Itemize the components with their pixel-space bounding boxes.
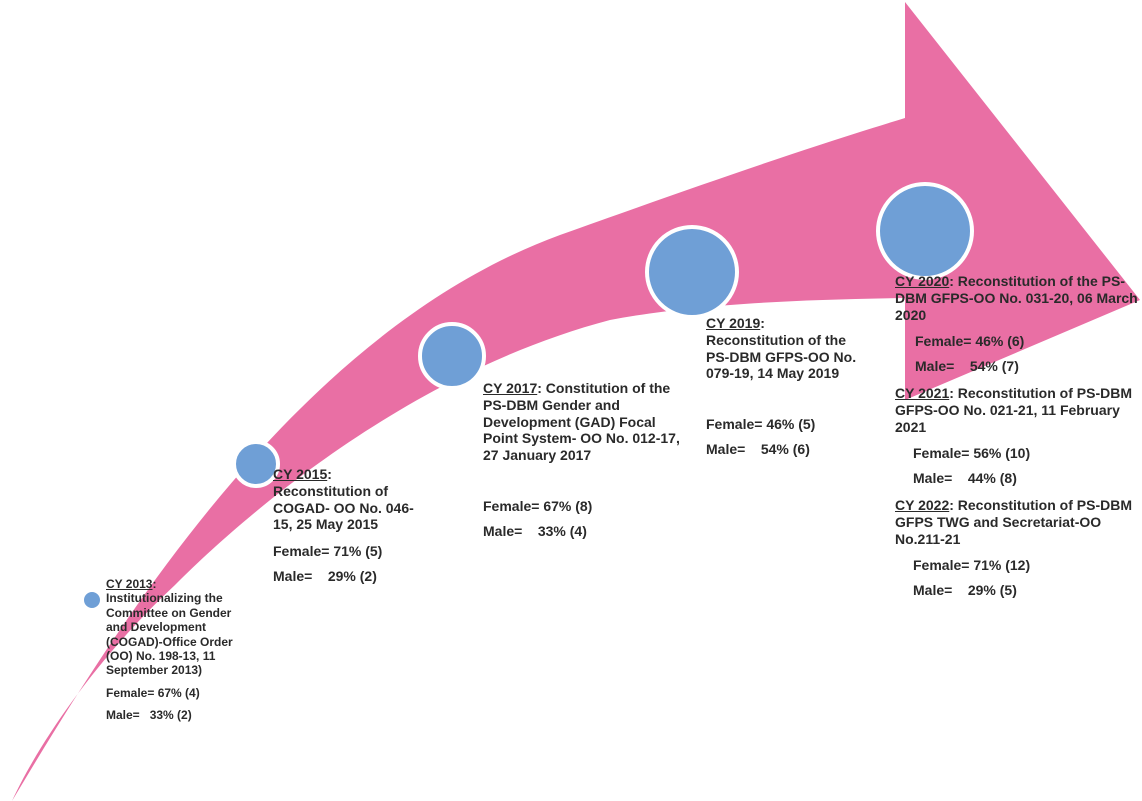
- entry-title: CY 2022: Reconstitution of PS-DBM GFPS T…: [895, 497, 1140, 547]
- entry-text: : Reconstitution of PS-DBM GFPS-OO No. 0…: [895, 384, 1132, 435]
- entry-year: CY 2022: [895, 496, 950, 513]
- entry-title: CY 2019: Reconstitution of the PS-DBM GF…: [706, 315, 866, 382]
- male-stat: Male= 54% (7): [915, 358, 1019, 375]
- female-stat: Female= 46% (6): [915, 333, 1025, 350]
- timeline-entry-2019: CY 2019: Reconstitution of the PS-DBM GF…: [706, 315, 866, 466]
- entry-title: CY 2013: Institutionalizing the Committe…: [106, 577, 241, 678]
- milestone-dot-2015: [232, 440, 280, 488]
- entry-year: CY 2013: [106, 577, 153, 591]
- entry-title: CY 2020: Reconstitution of the PS-DBM GF…: [895, 273, 1140, 323]
- entry-title: CY 2021: Reconstitution of PS-DBM GFPS-O…: [895, 385, 1140, 435]
- timeline-entry-2022: CY 2022: Reconstitution of PS-DBM GFPS T…: [895, 497, 1140, 599]
- timeline-entry-2015: CY 2015: Reconstitution of COGAD- OO No.…: [273, 466, 433, 593]
- male-stat: Male= 29% (2): [273, 567, 377, 584]
- female-stat: Female= 46% (5): [706, 416, 816, 433]
- entry-year: CY 2015: [273, 466, 328, 482]
- entry-text: : Reconstitution of PS-DBM GFPS TWG and …: [895, 496, 1132, 547]
- entry-text: : Constitution of the PS-DBM Gender and …: [483, 380, 680, 464]
- timeline-entry-2017: CY 2017: Constitution of the PS-DBM Gend…: [483, 380, 683, 548]
- male-stat: Male= 33% (4): [483, 522, 587, 539]
- female-stat: Female= 71% (12): [913, 557, 1031, 574]
- entry-year: CY 2017: [483, 380, 538, 396]
- entry-title: CY 2015: Reconstitution of COGAD- OO No.…: [273, 466, 433, 533]
- entry-year: CY 2020: [895, 273, 950, 289]
- entry-title: CY 2017: Constitution of the PS-DBM Gend…: [483, 380, 683, 464]
- entry-year: CY 2019: [706, 315, 761, 331]
- timeline-entry-2013: CY 2013: Institutionalizing the Committe…: [106, 577, 241, 731]
- male-stat: Male= 44% (8): [913, 470, 1017, 487]
- female-stat: Female= 56% (10): [913, 445, 1031, 462]
- entry-text: : Reconstitution of COGAD- OO No. 046-15…: [273, 466, 414, 533]
- milestone-dot-2019: [645, 225, 739, 319]
- milestone-dot-2020: [876, 182, 974, 280]
- entry-text: : Reconstitution of the PS-DBM GFPS-OO N…: [706, 315, 857, 382]
- male-stat: Male= 33% (2): [106, 708, 192, 723]
- entry-text: : Reconstitution of the PS-DBM GFPS-OO N…: [895, 273, 1138, 323]
- timeline-entry-2021: CY 2021: Reconstitution of PS-DBM GFPS-O…: [895, 385, 1140, 487]
- milestone-dot-2013: [80, 588, 104, 612]
- timeline-entry-2020-2022: CY 2020: Reconstitution of the PS-DBM GF…: [895, 273, 1140, 607]
- entry-year: CY 2021: [895, 384, 950, 401]
- female-stat: Female= 67% (8): [483, 497, 593, 514]
- milestone-dot-2017: [418, 322, 486, 390]
- timeline-arrow: [12, 2, 1140, 801]
- male-stat: Male= 29% (5): [913, 582, 1017, 599]
- female-stat: Female= 71% (5): [273, 543, 383, 560]
- female-stat: Female= 67% (4): [106, 685, 200, 700]
- entry-text: : Institutionalizing the Committee on Ge…: [106, 577, 233, 678]
- male-stat: Male= 54% (6): [706, 440, 810, 457]
